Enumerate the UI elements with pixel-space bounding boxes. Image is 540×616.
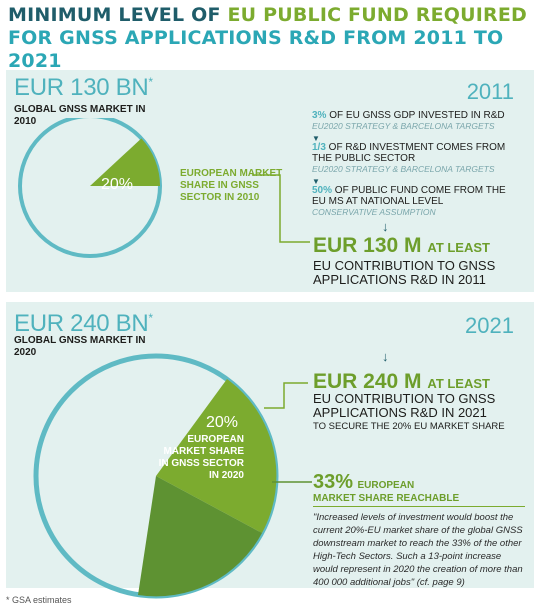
eu-share-slice-2010 — [90, 138, 161, 186]
year-2021: 2021 — [465, 313, 514, 338]
market-value-2010: EUR 130 BN* — [14, 74, 153, 101]
result-amount-2011: EUR 130 M at least — [313, 234, 490, 257]
reach-label: market share reachable — [313, 493, 460, 504]
page-title: Minimum level of EU public fund required… — [8, 4, 528, 73]
step-3: 50% of public fund come from the EU MS a… — [312, 185, 506, 217]
market-circle-2010 — [18, 118, 162, 258]
step-1: 3% of EU GNSS GDP invested in R&D EU2020… — [312, 110, 505, 131]
title-line1-part1: Minimum level of — [8, 4, 221, 26]
market-value-2020: EUR 240 BN* — [14, 310, 153, 337]
down-triangle-icon: ▼ — [312, 134, 320, 143]
result-text-2021: EU contribution to GNSS applications R&D… — [313, 391, 496, 420]
eu-share-slice-2020 — [156, 379, 277, 533]
result-amount-2021: EUR 240 M at least — [313, 370, 490, 393]
title-line2: for GNSS applications R&D from 2011 to 2… — [8, 27, 504, 72]
result-sub-2021: to secure the 20% EU market share — [313, 421, 505, 432]
title-line1-part2: EU public fund required — [227, 4, 527, 26]
result-text-2011: EU contribution to GNSS applications R&D… — [313, 258, 496, 287]
down-triangle-icon: ▼ — [312, 177, 320, 186]
step-2: 1/3 of R&D investment comes from the pub… — [312, 142, 506, 174]
global-market-ring — [18, 118, 162, 258]
share-label-2020: European market share in GNSS sector in … — [158, 434, 244, 481]
market-label-2020: Global GNSS market in 2020 — [14, 335, 146, 358]
share-percent-2010: 20% — [101, 176, 134, 193]
share-percent-2020: 20% — [206, 414, 239, 431]
footnote: * GSA estimates — [6, 595, 72, 605]
year-2011: 2011 — [466, 79, 514, 104]
quote-text: "Increased levels of investment would bo… — [313, 512, 523, 588]
share-label-2010: European market share in GNSS sector in … — [180, 168, 283, 203]
connector-2021 — [264, 382, 308, 409]
market-label-2010: Global GNSS market in 2010 — [14, 104, 146, 127]
eu-reachable-slice-2020 — [138, 476, 262, 597]
arrow-down-icon: ↓ — [382, 349, 389, 364]
quote-divider — [313, 506, 525, 507]
market-circle-2020 — [33, 353, 279, 599]
connector-reach — [272, 481, 312, 483]
arrow-down-icon: ↓ — [382, 219, 389, 234]
connector-2011 — [252, 174, 310, 243]
reach-share: 33% European — [313, 471, 415, 493]
